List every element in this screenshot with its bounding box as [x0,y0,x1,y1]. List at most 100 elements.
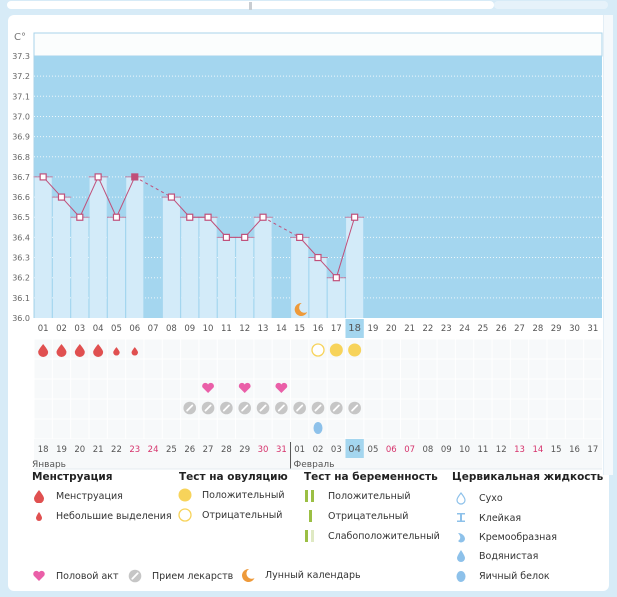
temperature-bar [291,237,309,318]
blood-drop-icon [32,489,46,504]
horizontal-scrollbar-end [494,1,608,9]
legend-menstruation: Менструация [32,489,123,504]
legend-lunar: Лунный календарь [241,568,361,582]
pill-stripe [222,404,230,412]
vertical-scrollbar[interactable] [603,15,613,475]
cycle-day-label: 11 [221,324,232,334]
legend-pregnancy-weak: Слабоположительный [304,529,440,543]
calendar-date-label: 01 [294,445,305,455]
y-tick-label: 37.0 [12,112,30,121]
legend-label: Лунный календарь [265,569,361,581]
cycle-day-label: 31 [587,324,598,334]
temperature-point [57,193,66,201]
blood-drop-icon [38,344,49,357]
cycle-day-label: 07 [148,324,159,334]
calendar-date-label: 03 [331,445,342,455]
y-tick-label: 36.7 [12,173,30,182]
pill-stripe [241,404,249,412]
cycle-day-label: 22 [423,324,434,334]
calendar-date-label: 26 [184,445,195,455]
small-blood-drop-icon [113,347,120,356]
legend-label: Положительный [328,490,411,502]
temperature-line [335,217,356,278]
pill-stripe [296,404,304,412]
y-tick-label: 37.2 [12,72,30,81]
legend-cervical-dry: Сухо [455,491,503,505]
temperature-point [186,213,194,221]
egg-white-icon [313,422,323,434]
legend-label: Отрицательный [202,509,283,521]
unit-label: C° [14,32,26,43]
calendar-date-label: 20 [74,445,85,455]
calendar-date-label: 04 [348,444,361,455]
legend-label: Положительный [202,489,285,501]
date-row-bg [34,439,602,469]
temperature-point [204,213,212,221]
y-tick-label: 37.1 [12,92,30,101]
cycle-day-label: 17 [331,324,342,334]
calendar-date-label: 05 [368,445,379,455]
egg-icon [455,569,469,583]
outline-drop-icon [455,491,469,505]
calendar-date-label: 27 [203,445,214,455]
calendar-date-label: 16 [569,445,580,455]
cycle-day-label: 08 [166,324,177,334]
temperature-line [79,176,99,218]
ovulation-negative-icon [311,343,325,357]
legend-medication: Прием лекарств [128,569,233,583]
y-tick-label: 37.3 [12,52,30,61]
temperature-bar [71,217,89,318]
legend-label: Клейкая [479,512,522,524]
temperature-point [241,233,249,241]
temperature-bar [236,237,254,318]
legend-label: Яичный белок [479,570,550,582]
blood-drop-icon [56,344,67,357]
moon-icon [241,568,255,582]
temperature-point [222,233,230,241]
y-tick-label: 36.6 [12,193,30,202]
heart-icon [238,382,251,393]
calendar-date-label: 13 [514,445,525,455]
calendar-date-label: 02 [313,445,324,455]
calendar-date-label: 09 [441,445,452,455]
pill-stripe [186,404,194,412]
calendar-date-label: 17 [587,445,598,455]
cycle-day-label: 19 [368,324,379,334]
y-tick-label: 36.0 [12,314,30,323]
calendar-date-label: 14 [532,445,543,455]
cycle-day-label: 14 [276,324,287,334]
calendar-date-label: 30 [258,445,269,455]
y-tick-label: 36.4 [12,233,30,242]
heart-icon [275,382,288,393]
temperature-point [259,213,267,221]
cycle-day-label: 27 [514,324,525,334]
legend-label: Водянистая [479,550,539,562]
legend-label: Кремообразная [479,531,557,543]
temperature-line-dashed [134,176,172,198]
legend-spotting: Небольшие выделения [32,509,172,523]
legend-pregnancy-negative: Отрицательный [304,509,408,523]
y-tick-label: 36.8 [12,153,30,162]
legend-ovulation-negative: Отрицательный [178,508,282,522]
temperature-bar [327,277,345,318]
horizontal-scrollbar-grip[interactable] [249,2,252,10]
legend-label: Отрицательный [328,510,409,522]
y-tick-label: 36.9 [12,133,30,142]
legend-label: Сухо [479,492,503,504]
temperature-bar [254,217,272,318]
calendar-date-label: 31 [276,445,287,455]
cycle-day-label: 13 [258,324,269,334]
cycle-day-label: 12 [239,324,250,334]
calendar-date-label: 22 [111,445,122,455]
calendar-date-label: 11 [477,445,488,455]
legend-pregnancy-positive: Положительный [304,489,411,503]
cycle-day-label: 05 [111,324,122,334]
temperature-line [115,176,136,218]
temperature-point [131,173,139,181]
temperature-bar [34,176,52,318]
legend-intercourse: Половой акт [32,569,119,583]
cycle-day-label: 24 [459,324,470,334]
cycle-day-label: 02 [56,324,67,334]
legend-label: Небольшие выделения [56,510,172,522]
